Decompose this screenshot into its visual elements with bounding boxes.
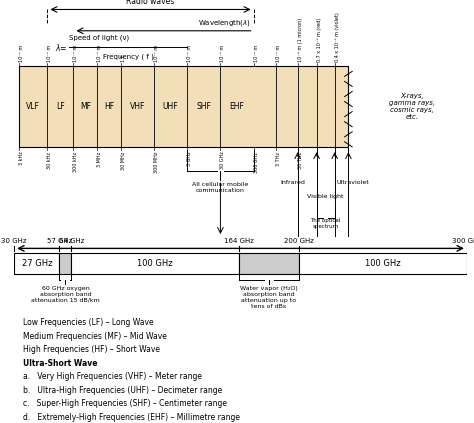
Text: LF: LF [56,102,65,111]
Text: 10⁻³ m: 10⁻³ m [220,44,226,62]
Text: 30 MHz: 30 MHz [121,151,126,170]
Text: d.   Extremely-High Frequencies (EHF) – Millimetre range: d. Extremely-High Frequencies (EHF) – Mi… [23,413,240,422]
Text: 100 GHz: 100 GHz [365,259,401,268]
Text: The optical
spectrum: The optical spectrum [310,218,341,229]
Text: 10⁻¹ m: 10⁻¹ m [154,44,159,62]
Text: 300 kHz: 300 kHz [73,151,79,172]
Text: 0.4 x 10⁻⁶ m (violet): 0.4 x 10⁻⁶ m (violet) [335,12,340,62]
Text: 10⁻⁵ m: 10⁻⁵ m [97,44,102,62]
Text: 60 GHz oxygen
absorption band
attenuation 15 dB/km: 60 GHz oxygen absorption band attenuatio… [31,286,100,303]
Text: UHF: UHF [163,102,178,111]
Text: HF: HF [104,102,114,111]
Text: c.   Super-High Frequencies (SHF) – Centimeter range: c. Super-High Frequencies (SHF) – Centim… [23,399,228,408]
Text: 10⁻⁶ m (1 micron): 10⁻⁶ m (1 micron) [298,17,303,62]
Text: SHF: SHF [196,102,211,111]
Text: Ultraviolet: Ultraviolet [337,180,370,185]
Text: 10⁻² m: 10⁻² m [187,44,192,62]
Bar [14,253,60,274]
Text: 27 GHz: 27 GHz [22,259,52,268]
Text: 10⁻³ m: 10⁻³ m [47,44,53,62]
Text: Wavelength($\lambda$): Wavelength($\lambda$) [198,19,251,28]
Text: EHF: EHF [229,102,245,111]
Text: 64 GHz: 64 GHz [58,238,84,244]
Text: 200 GHz: 200 GHz [284,238,314,244]
Text: 30 GHz: 30 GHz [220,151,226,170]
Text: Speed of light (ν): Speed of light (ν) [69,35,129,41]
Text: a.   Very High Frequencies (VHF) – Meter range: a. Very High Frequencies (VHF) – Meter r… [23,372,202,381]
Bar [59,253,71,274]
Text: Frequency ( f ): Frequency ( f ) [102,53,154,60]
Text: 30 THz: 30 THz [298,151,303,169]
Text: All cellular mobile
communication: All cellular mobile communication [192,182,248,193]
Text: 3 MHz: 3 MHz [97,151,102,167]
Text: High Frequencies (HF) – Short Wave: High Frequencies (HF) – Short Wave [23,345,160,354]
Text: 100 GHz: 100 GHz [137,259,173,268]
Text: b.   Ultra-High Frequencies (UHF) – Decimeter range: b. Ultra-High Frequencies (UHF) – Decime… [23,386,223,395]
Text: 3 kHz: 3 kHz [19,151,24,165]
Text: VLF: VLF [26,102,40,111]
Bar [71,253,239,274]
Text: Low Frequencies (LF) – Long Wave: Low Frequencies (LF) – Long Wave [23,319,154,327]
Text: 57 GHz: 57 GHz [47,238,72,244]
Text: VHF: VHF [130,102,145,111]
Text: 1 E: 1 E [121,54,126,62]
Text: Visible light: Visible light [307,194,344,199]
Text: Infrared: Infrared [281,180,305,185]
Text: Radio waves: Radio waves [127,0,174,6]
Text: X-rays,
gamma rays,
cosmic rays,
etc.: X-rays, gamma rays, cosmic rays, etc. [389,93,436,120]
Text: $\lambda$=: $\lambda$= [55,42,67,53]
Bar [19,66,348,147]
Text: 10⁻² m: 10⁻² m [19,44,24,62]
Text: MF: MF [80,102,91,111]
Text: 30 GHz: 30 GHz [1,238,27,244]
Text: Ultra-Short Wave: Ultra-Short Wave [23,359,98,368]
Text: Medium Frequencies (MF) – Mid Wave: Medium Frequencies (MF) – Mid Wave [23,332,167,341]
Bar [299,253,467,274]
Text: 0.7 x 10⁻⁶ m (red): 0.7 x 10⁻⁶ m (red) [317,17,322,62]
Text: 10⁻⁴ m: 10⁻⁴ m [254,44,259,62]
Text: 10⁻⁴ m: 10⁻⁴ m [73,44,79,62]
Text: 30 kHz: 30 kHz [47,151,53,169]
Text: 164 GHz: 164 GHz [224,238,254,244]
Text: 300 GHz: 300 GHz [254,151,259,173]
Text: 3 THz: 3 THz [276,151,282,165]
Text: Water vapor (H₂O)
absorption band
attenuation up to
tens of dBs: Water vapor (H₂O) absorption band attenu… [240,286,298,308]
Bar [239,253,299,274]
Text: 10⁻⁵ m: 10⁻⁵ m [276,44,282,62]
Text: 3 GHz: 3 GHz [187,151,192,166]
Text: 300 MHz: 300 MHz [154,151,159,173]
Text: 300 GHz: 300 GHz [452,238,474,244]
